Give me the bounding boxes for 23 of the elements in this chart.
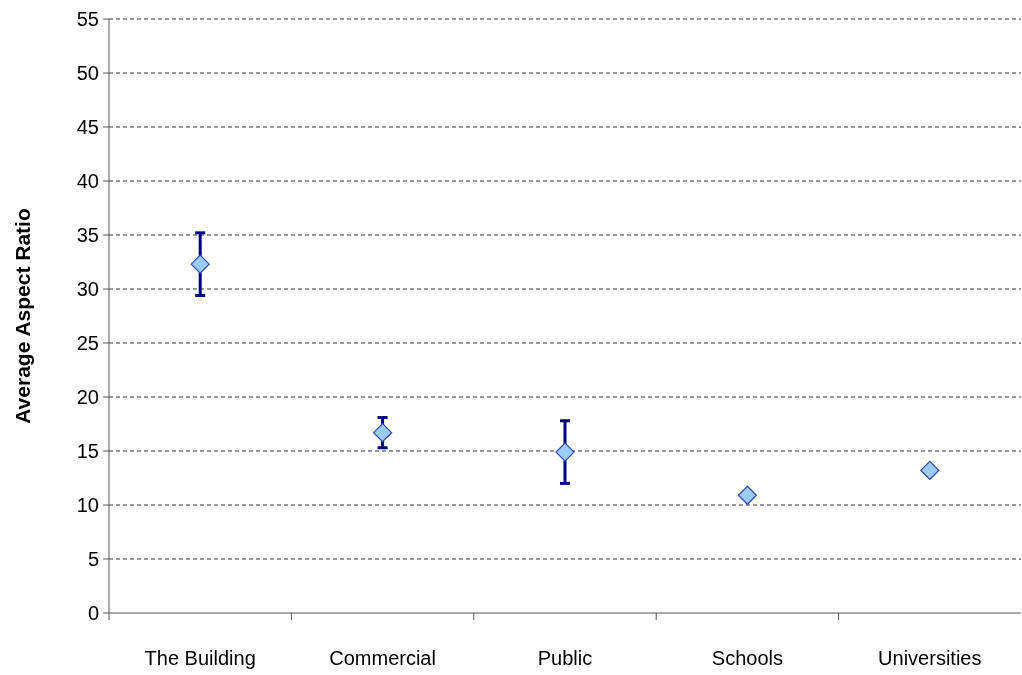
y-tick-label: 50 [76, 62, 99, 84]
point [190, 254, 210, 274]
y-tick-label: 15 [76, 440, 99, 462]
x-tick-label: Schools [711, 647, 783, 669]
point [555, 442, 575, 462]
point [373, 423, 393, 443]
point [737, 485, 757, 505]
y-tick-label: 40 [76, 170, 99, 192]
x-tick-label: Universities [878, 647, 982, 669]
y-tick-label: 30 [76, 278, 99, 300]
y-tick-label: 10 [76, 494, 99, 516]
y-tick-label: 20 [76, 386, 99, 408]
y-tick-label: 5 [87, 548, 99, 570]
y-tick-label: 0 [87, 602, 99, 624]
x-tick-label: Commercial [329, 647, 436, 669]
point [920, 460, 940, 481]
y-axis-title: Average Aspect Ratio [11, 208, 34, 424]
y-tick-label: 55 [76, 8, 99, 30]
x-tick-label: Public [537, 647, 593, 669]
x-tick-label: The Building [144, 647, 256, 669]
y-tick-label: 45 [76, 116, 99, 138]
y-tick-label: 25 [76, 332, 99, 354]
y-tick-label: 35 [76, 224, 99, 246]
